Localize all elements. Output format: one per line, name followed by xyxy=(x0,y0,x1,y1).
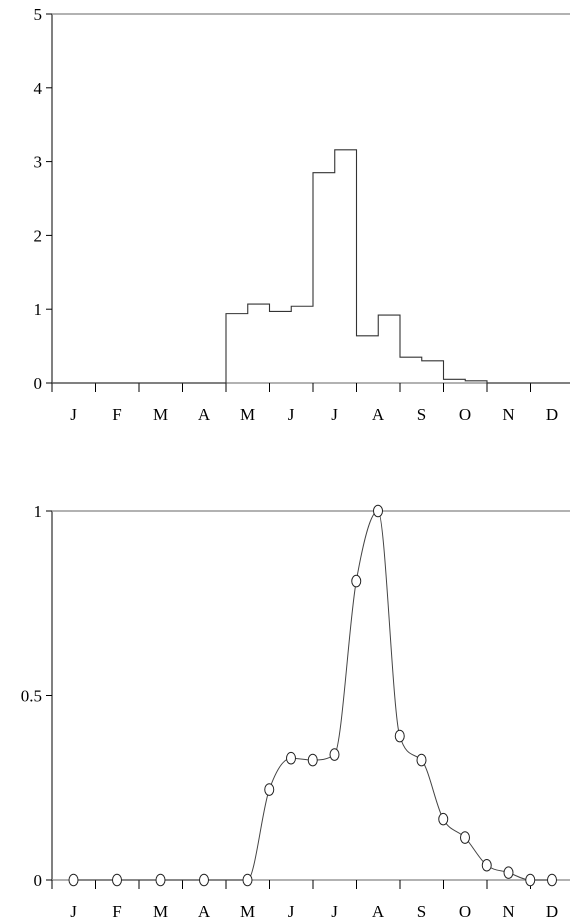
x-tick-label: N xyxy=(502,405,514,424)
step-series xyxy=(52,149,570,384)
x-tick-label: J xyxy=(70,902,77,919)
x-tick-label: O xyxy=(459,405,471,424)
data-point xyxy=(112,873,122,887)
line-chart: 0 0.5 1 J F M A M J J A S O N D xyxy=(21,502,570,919)
x-tick-label: M xyxy=(240,405,255,424)
data-point xyxy=(329,748,340,761)
y-tick-label: 2 xyxy=(34,226,43,245)
data-point xyxy=(460,831,470,844)
data-point xyxy=(503,866,514,879)
y-tick-label: 0 xyxy=(34,871,43,890)
x-tick-label: M xyxy=(153,902,168,919)
data-point xyxy=(307,753,318,767)
x-tick-label: A xyxy=(198,405,211,424)
data-point xyxy=(286,751,296,765)
x-tick-label: S xyxy=(417,405,426,424)
y-tick-label: 0 xyxy=(34,374,43,393)
x-tick-label: D xyxy=(546,902,558,919)
x-tick-label: O xyxy=(459,902,471,919)
x-tick-label: J xyxy=(331,405,338,424)
y-tick-label: 4 xyxy=(34,79,43,98)
y-tick-label: 5 xyxy=(34,5,43,24)
x-tick-label: M xyxy=(153,405,168,424)
data-point xyxy=(155,873,166,887)
data-point xyxy=(373,504,383,518)
step-chart: 0 1 2 3 4 5 J F M A M J J A S O N D xyxy=(34,5,570,424)
data-point xyxy=(525,873,536,887)
x-tick-label: F xyxy=(112,902,121,919)
x-tick-label: M xyxy=(240,902,255,919)
data-point xyxy=(199,873,209,887)
data-point xyxy=(351,574,362,588)
data-point xyxy=(68,873,79,887)
x-tick-label: A xyxy=(198,902,211,919)
x-tick-label: J xyxy=(288,902,295,919)
data-point xyxy=(481,858,492,872)
data-point xyxy=(438,812,449,826)
x-tick-label: A xyxy=(372,902,385,919)
x-tick-label: F xyxy=(112,405,121,424)
x-tick-label: J xyxy=(288,405,295,424)
y-tick-label: 1 xyxy=(34,502,43,521)
x-tick-label: D xyxy=(546,405,558,424)
data-point xyxy=(416,753,427,767)
y-tick-label: 0.5 xyxy=(21,687,42,706)
data-point xyxy=(394,729,405,743)
x-tick-label: J xyxy=(70,405,77,424)
x-tick-label: J xyxy=(331,902,338,919)
x-tick-label: A xyxy=(372,405,385,424)
y-tick-label: 1 xyxy=(34,300,43,319)
data-point xyxy=(547,873,557,887)
x-tick-label: S xyxy=(417,902,426,919)
data-point xyxy=(242,873,253,887)
x-tick-label: N xyxy=(502,902,514,919)
data-point xyxy=(264,783,275,796)
y-tick-label: 3 xyxy=(34,153,43,172)
line-series xyxy=(73,510,552,881)
